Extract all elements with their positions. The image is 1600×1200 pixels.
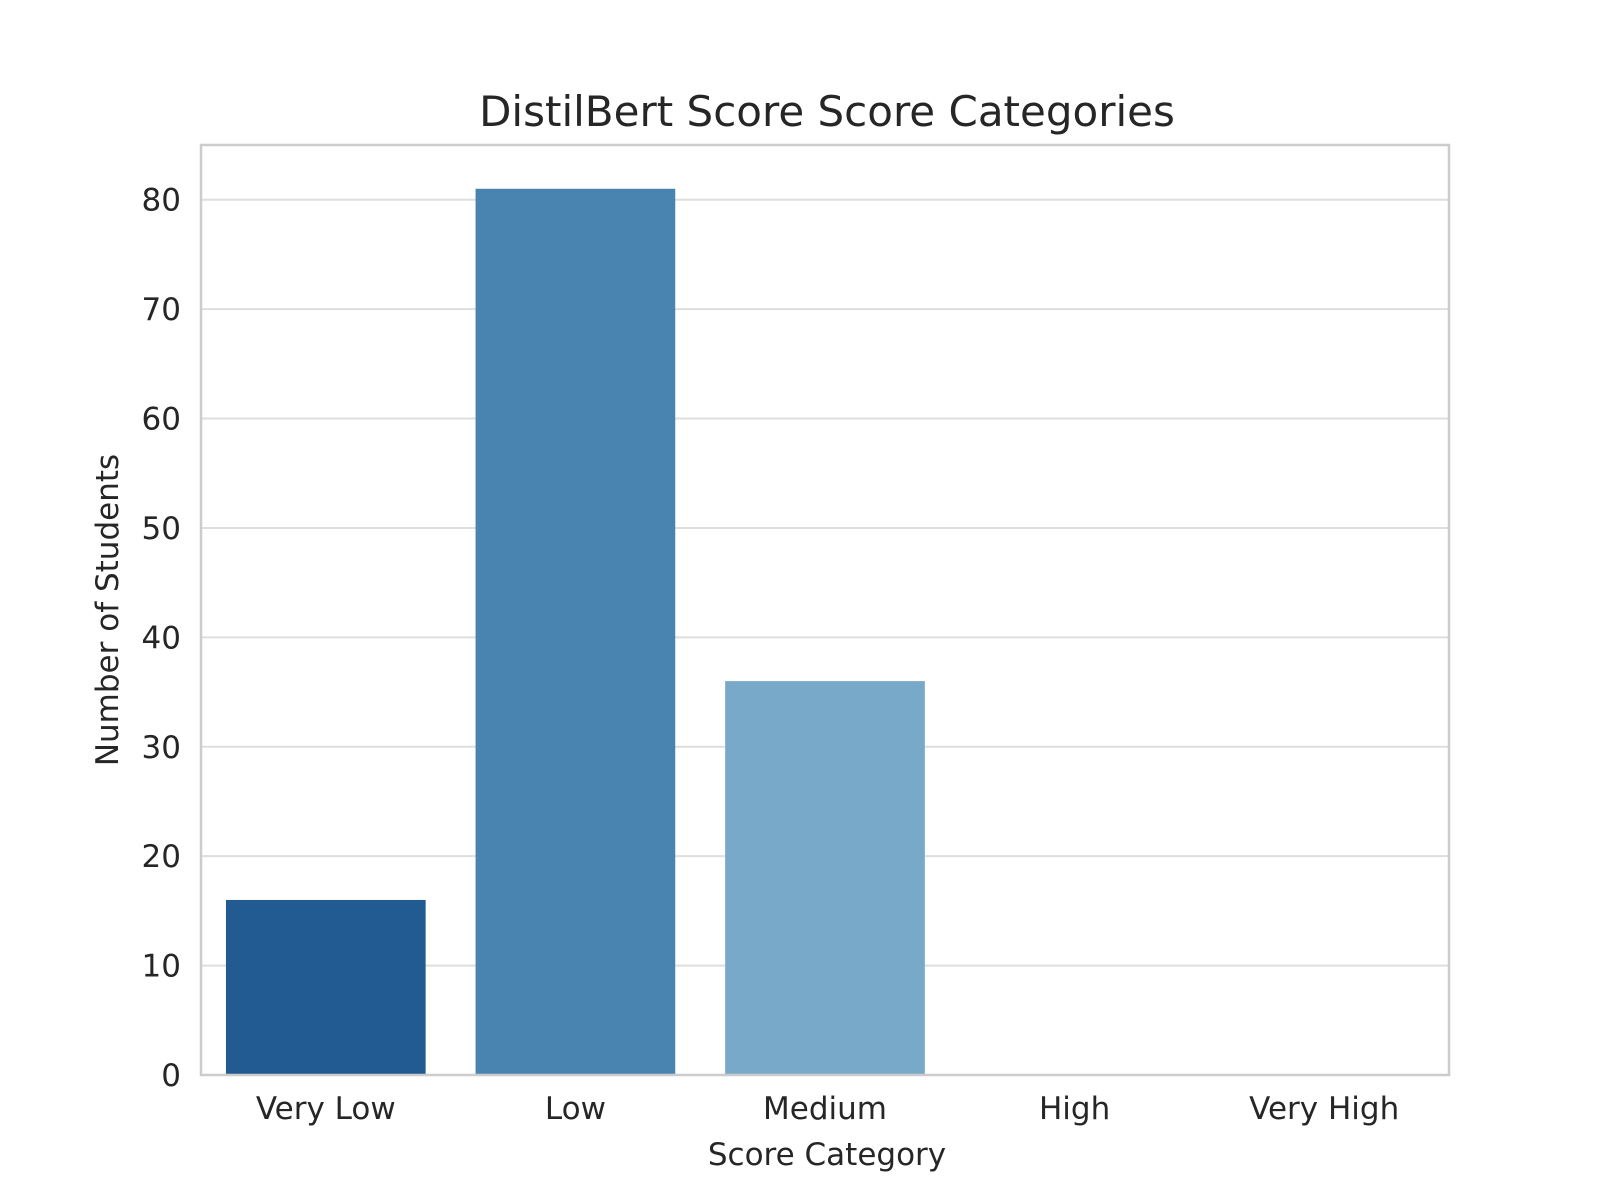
- bar-medium: [725, 681, 925, 1075]
- y-tick-label: 20: [142, 839, 181, 875]
- x-tick-labels: Very Low Low Medium High Very High: [256, 1091, 1399, 1127]
- y-tick-labels: 0 10 20 30 40 50 60 70 80: [142, 183, 181, 1094]
- plot-frame: [199, 143, 1451, 1077]
- bar-very-low: [225, 899, 426, 1075]
- y-tick-label: 30: [142, 730, 181, 766]
- x-tick-label: Very Low: [256, 1091, 396, 1127]
- chart-title: DistilBert Score Score Categories: [479, 87, 1175, 136]
- x-tick-label: Low: [545, 1091, 606, 1127]
- bar-low: [475, 188, 676, 1075]
- y-axis-label: Number of Students: [90, 454, 126, 766]
- bars: [225, 188, 925, 1075]
- x-tick-label: Very High: [1249, 1091, 1399, 1127]
- y-tick-label: 10: [142, 949, 181, 985]
- x-tick-label: High: [1039, 1091, 1110, 1127]
- x-tick-label: Medium: [763, 1091, 887, 1127]
- y-tick-label: 0: [161, 1058, 181, 1094]
- y-tick-label: 70: [142, 292, 181, 328]
- y-tick-label: 40: [142, 620, 181, 656]
- x-axis-label: Score Category: [708, 1137, 946, 1173]
- y-tick-label: 60: [142, 402, 181, 438]
- y-tick-label: 80: [142, 183, 181, 219]
- y-tick-label: 50: [142, 511, 181, 547]
